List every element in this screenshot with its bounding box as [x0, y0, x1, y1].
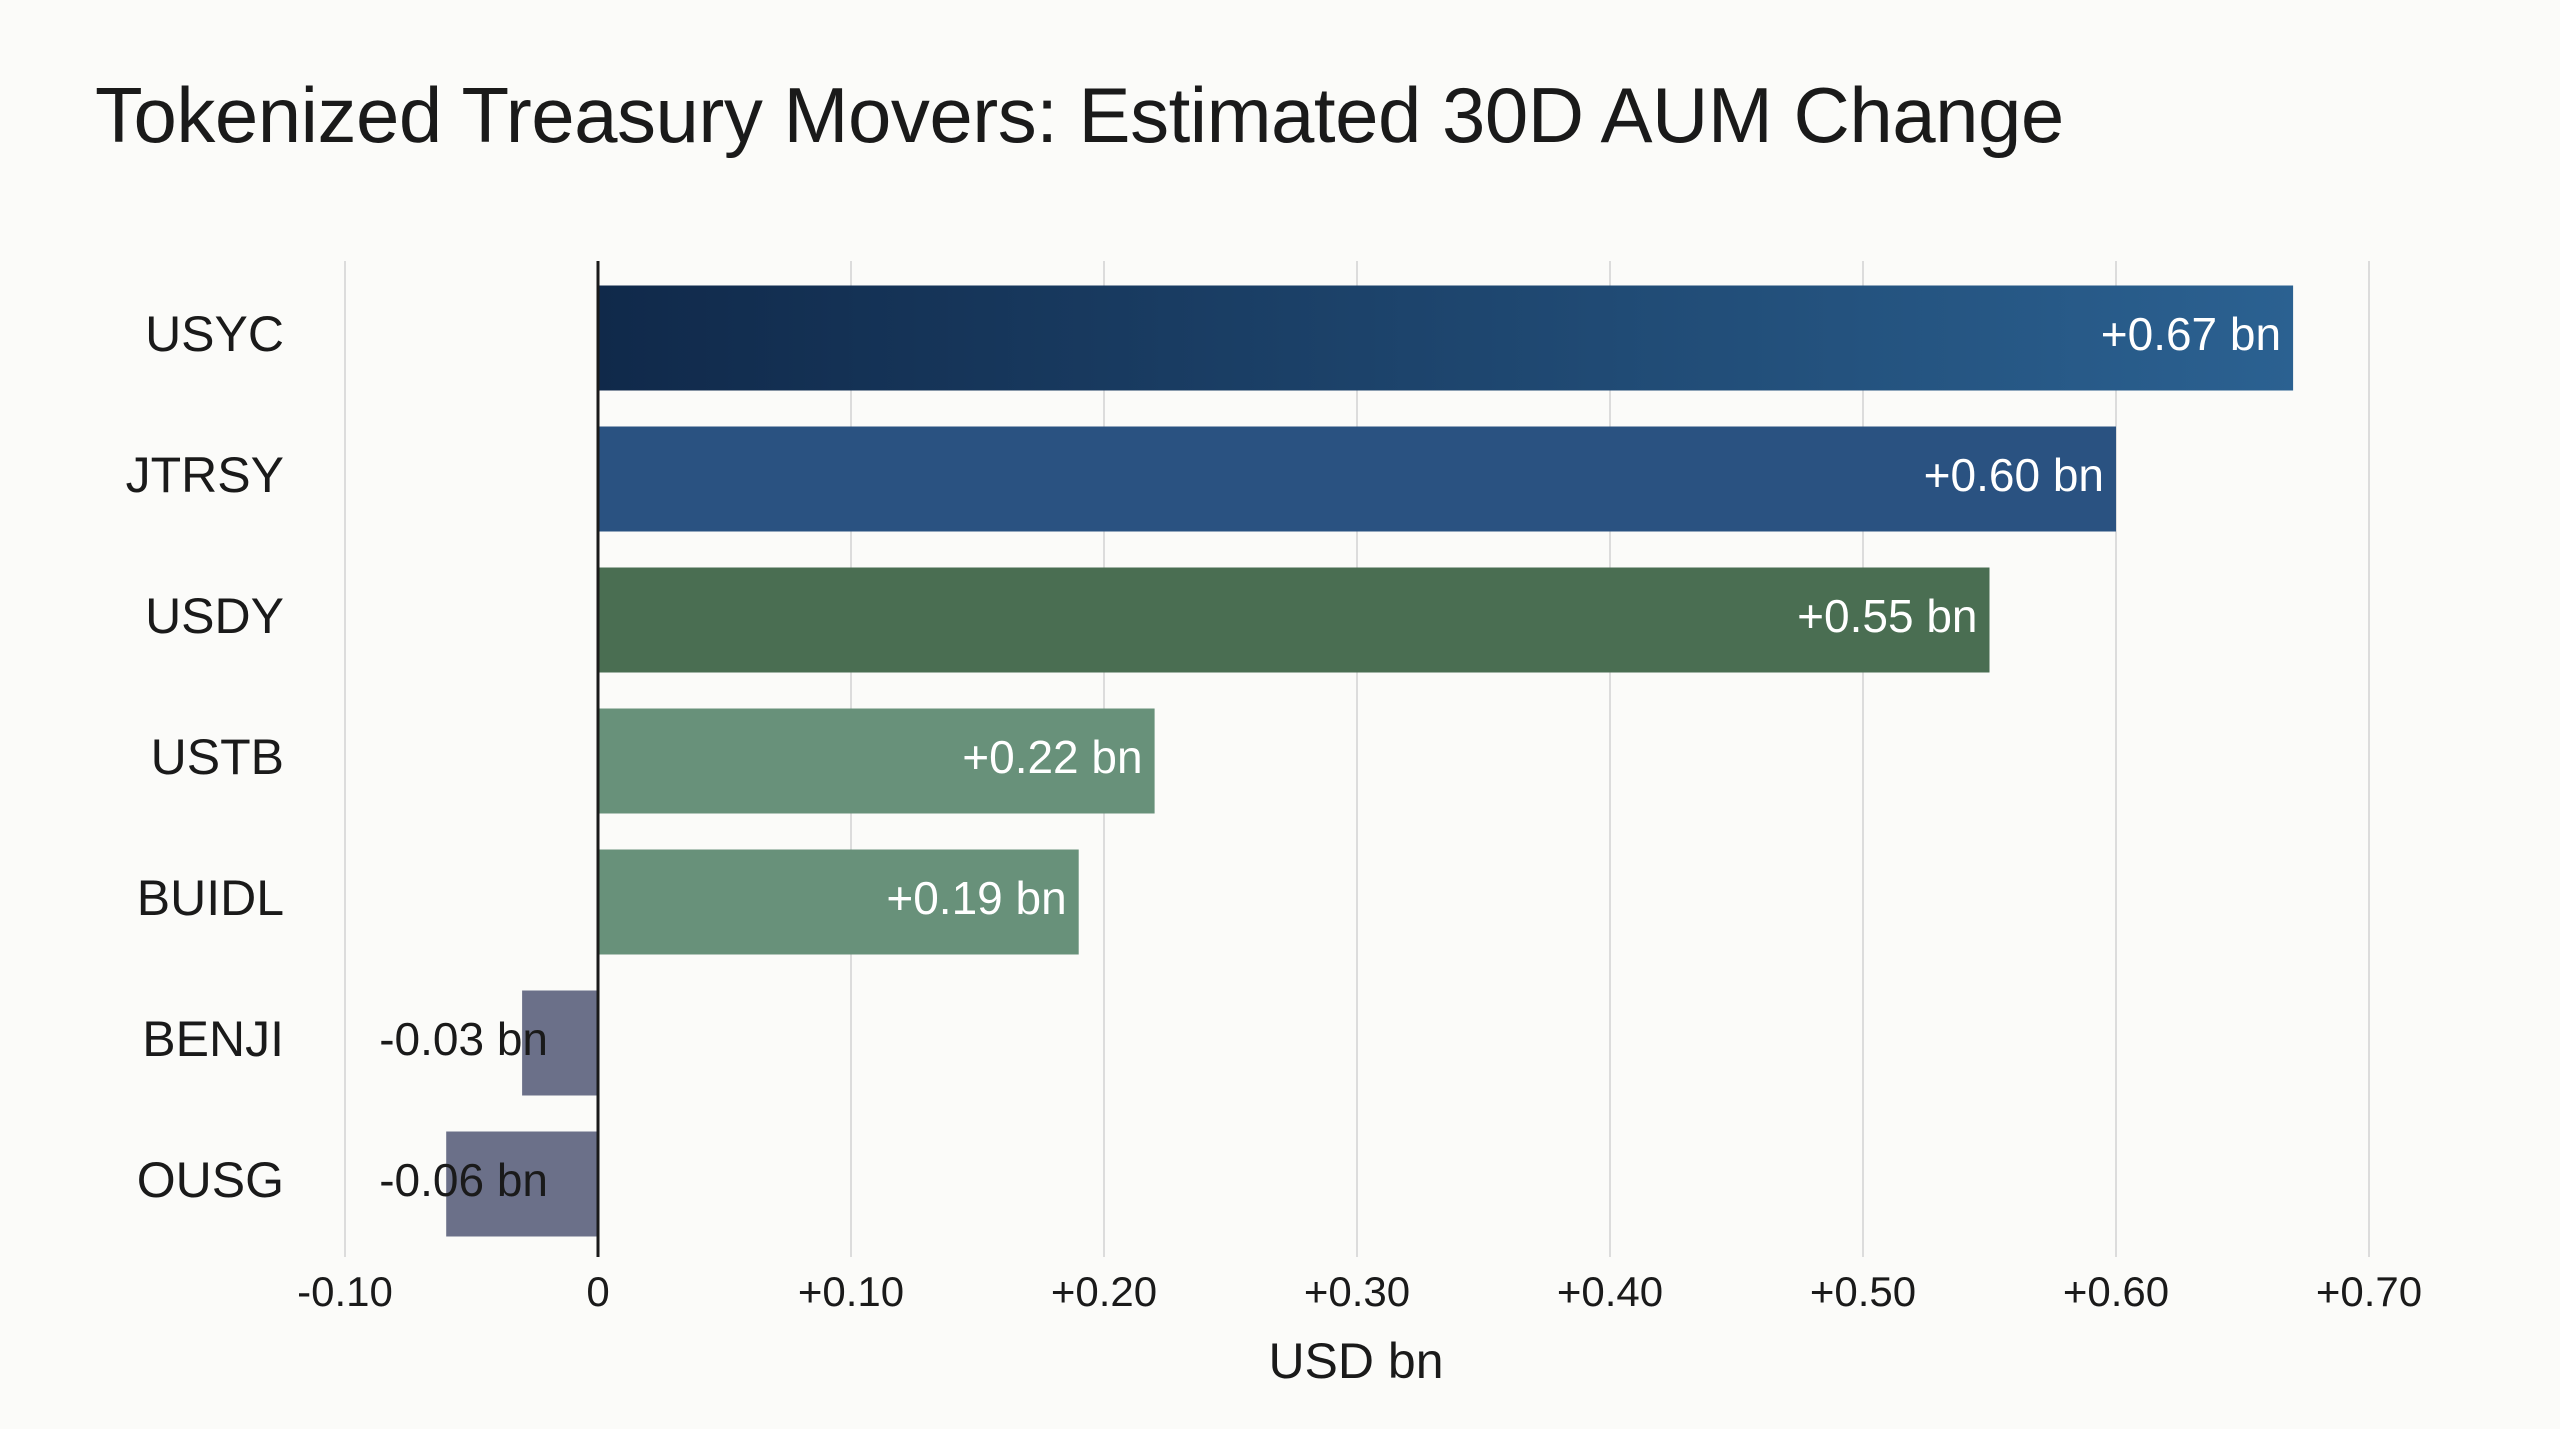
- category-label: BENJI: [142, 1011, 284, 1067]
- bar-benji: [522, 990, 598, 1096]
- data-label: +0.22 bn: [962, 731, 1142, 783]
- category-label: BUIDL: [137, 870, 284, 926]
- category-label: JTRSY: [126, 447, 284, 503]
- x-axis-label: USD bn: [1268, 1333, 1443, 1389]
- x-tick-label: +0.70: [2316, 1268, 2422, 1315]
- category-label: USTB: [151, 729, 284, 785]
- bar-usyc: [598, 285, 2294, 391]
- x-tick-label: +0.10: [798, 1268, 904, 1315]
- bar-buidl: [598, 849, 1079, 955]
- x-tick-label: +0.20: [1051, 1268, 1157, 1315]
- x-tick-label: +0.30: [1304, 1268, 1410, 1315]
- data-label: +0.55 bn: [1797, 590, 1977, 642]
- x-tick-label: +0.40: [1557, 1268, 1663, 1315]
- data-label: -0.03 bn: [379, 1013, 548, 1065]
- data-label: +0.19 bn: [886, 872, 1066, 924]
- bar-ousg: [446, 1131, 598, 1237]
- bar-jtrsy: [598, 426, 2116, 532]
- x-tick-label: +0.50: [1810, 1268, 1916, 1315]
- chart-title: Tokenized Treasury Movers: Estimated 30D…: [95, 71, 2064, 159]
- bar-usdy: [598, 567, 1990, 673]
- x-tick-label: +0.60: [2063, 1268, 2169, 1315]
- x-tick-label: 0: [586, 1268, 609, 1315]
- category-label: USYC: [145, 306, 284, 362]
- bar-ustb: [598, 708, 1155, 814]
- category-label: OUSG: [137, 1152, 284, 1208]
- data-label: -0.06 bn: [379, 1154, 548, 1206]
- data-label: +0.60 bn: [1924, 449, 2104, 501]
- data-label: +0.67 bn: [2101, 308, 2281, 360]
- x-tick-label: -0.10: [297, 1268, 393, 1315]
- category-label: USDY: [145, 588, 284, 644]
